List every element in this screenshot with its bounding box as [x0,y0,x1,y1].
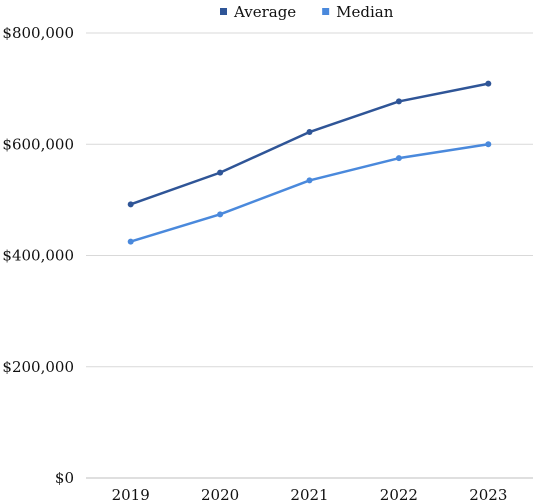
y-tick-label: $400,000 [2,247,74,265]
data-point [127,201,134,208]
legend-label: Median [336,3,394,21]
data-series [127,80,492,245]
y-tick-label: $200,000 [2,358,74,376]
y-axis-tick-labels: $0 $200,000 $400,000 $600,000 $800,000 [2,24,74,487]
legend-item-average: Average [220,3,296,21]
x-tick-label: 2019 [112,486,150,502]
y-tick-label: $0 [55,469,74,487]
gridlines [86,32,533,479]
x-axis-tick-labels: 2019 2020 2021 2022 2023 [112,486,508,502]
data-point [395,155,402,162]
y-tick-label: $600,000 [2,135,74,153]
x-tick-label: 2020 [201,486,239,502]
data-point [217,169,224,176]
x-tick-label: 2023 [469,486,507,502]
data-point [485,80,492,87]
series-median [127,141,492,245]
x-tick-label: 2021 [290,486,328,502]
legend-label: Average [233,3,296,21]
series-average [127,80,492,208]
legend-marker [220,8,227,15]
data-point [395,98,402,105]
legend: Average Median [220,3,394,21]
legend-marker [322,8,330,15]
y-tick-label: $800,000 [2,24,74,42]
data-point [306,177,313,184]
data-point [127,238,134,245]
x-tick-label: 2022 [380,486,418,502]
data-point [306,129,313,136]
data-point [485,141,492,148]
legend-item-median: Median [322,3,394,21]
data-point [217,211,224,218]
series-line [129,143,490,243]
